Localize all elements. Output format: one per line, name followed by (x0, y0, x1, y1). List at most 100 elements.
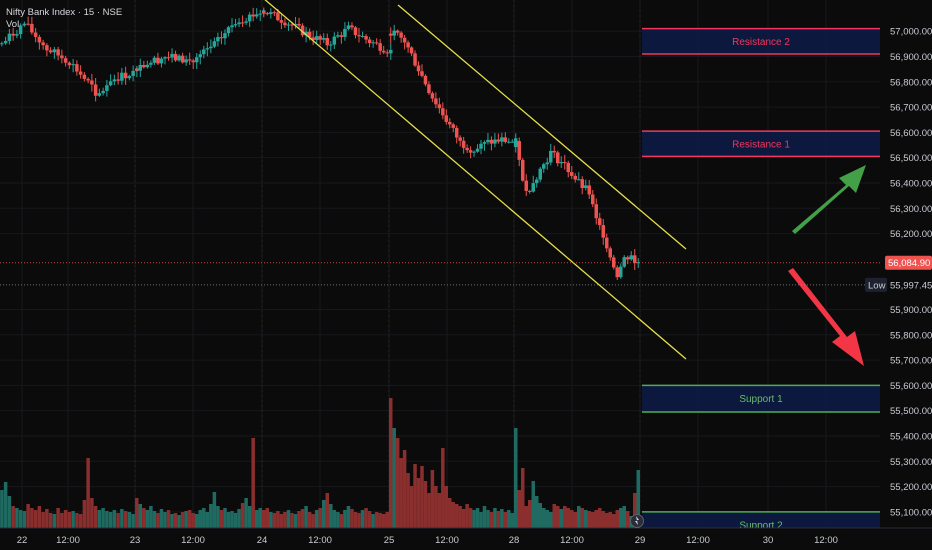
candle-body (496, 139, 501, 142)
support-label: Support 2 (739, 521, 783, 532)
candle-body (226, 27, 231, 34)
volume-bar (591, 512, 595, 528)
candle-body (573, 175, 577, 180)
candle-body (559, 162, 563, 164)
arrows-layer (788, 165, 866, 366)
candle-body (254, 14, 259, 17)
volume-bar (177, 515, 181, 528)
candle-body (542, 164, 546, 169)
volume-bar (290, 513, 294, 528)
candle-body (367, 39, 372, 43)
volume-bar (441, 448, 445, 528)
volume-bar (71, 511, 75, 528)
volume-bar (605, 513, 609, 528)
volume-bar (283, 512, 287, 528)
candle-body (406, 42, 410, 48)
volume-bar (325, 493, 330, 528)
candle-body (475, 148, 480, 152)
volume-bar (427, 493, 431, 528)
volume-bar (15, 508, 19, 528)
volume-bar (493, 508, 497, 528)
candle-body (216, 37, 220, 42)
candle-body (3, 40, 8, 44)
price-tick-label: 55,500.00 (890, 406, 932, 417)
candle-body (507, 141, 511, 143)
candle-body (427, 84, 431, 94)
candle-body (318, 36, 322, 40)
volume-bar (30, 508, 34, 528)
volume-bar (67, 512, 72, 528)
volume-bar (300, 509, 305, 528)
volume-bar (90, 498, 94, 528)
time-tick-label: 12:00 (435, 535, 459, 546)
candle-body (26, 23, 30, 25)
candle-body (123, 72, 128, 79)
price-axis[interactable]: 57,000.00 56,900.00 56,800.00 56,700.00 56,6… (865, 0, 932, 550)
support-label: Support 1 (739, 394, 783, 405)
channel-upper-line[interactable] (397, 4, 687, 250)
candle-body (601, 225, 605, 238)
volume-bar (448, 498, 452, 528)
volume-bar (223, 508, 227, 528)
candle-body (545, 162, 549, 165)
volume-bar (444, 486, 449, 528)
candle-body (258, 13, 262, 15)
volume-bar (63, 510, 68, 528)
volume-bar (11, 506, 15, 528)
candle-body (173, 53, 178, 61)
candle-body (360, 36, 365, 38)
volume-bar (52, 514, 57, 528)
last-price-label: 56,084.90 (888, 258, 930, 269)
volume-bar (378, 513, 382, 528)
volume-bar (202, 508, 206, 528)
volume-bar (510, 513, 515, 528)
volume-bar (112, 510, 117, 528)
volume-bar (97, 510, 102, 528)
volume-bar (584, 510, 588, 528)
replay-icon[interactable] (630, 514, 644, 528)
price-tick-label: 56,600.00 (890, 128, 932, 139)
candle-body (346, 25, 351, 29)
volume-bar (159, 509, 164, 528)
time-tick-label: 24 (257, 535, 268, 546)
volume-bar (191, 513, 195, 528)
candle-body (321, 38, 326, 40)
volume-bar (251, 438, 255, 528)
volume-bar (120, 509, 124, 528)
volume-bar (423, 481, 428, 528)
candle-body (265, 13, 270, 15)
candle-body (353, 27, 358, 36)
volume-bar (573, 512, 577, 528)
candle-body (48, 50, 53, 53)
volume-bar (56, 508, 60, 528)
candle-body (389, 49, 393, 54)
volume-bar (381, 514, 386, 528)
candle-body (420, 71, 424, 76)
volume-bar (123, 511, 128, 528)
candle-body (314, 36, 319, 41)
volume-bar (531, 481, 535, 528)
candle-body (311, 37, 315, 41)
candle-body (300, 25, 305, 36)
volume-bar (205, 512, 210, 528)
candle-body (598, 218, 602, 226)
volume-bar (598, 508, 602, 528)
volume-bar (230, 511, 234, 528)
channel-lower-line[interactable] (263, 0, 687, 360)
volume-bar (244, 498, 248, 528)
candle-body (524, 180, 528, 191)
volume-bar (254, 510, 259, 528)
volume-bar (198, 510, 203, 528)
volume-bar (521, 468, 525, 528)
candle-body (180, 55, 185, 63)
candle-body (329, 44, 333, 46)
volume-bar (279, 514, 284, 528)
volume-bar (212, 492, 217, 528)
candle-body (461, 140, 466, 148)
trend-channel[interactable] (263, 0, 687, 360)
volume-bar (48, 513, 53, 528)
time-tick-label: 29 (635, 535, 646, 546)
time-axis[interactable]: 22 12:00 23 12:00 24 12:00 25 12:00 28 12:00 29 12:… (0, 527, 932, 550)
candle-body (357, 35, 361, 37)
